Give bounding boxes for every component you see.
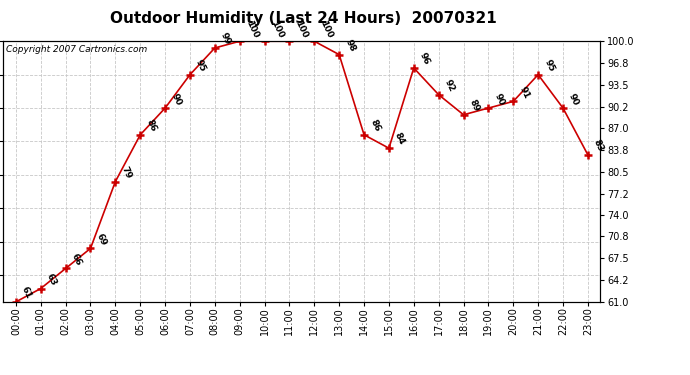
Text: 100: 100	[319, 19, 335, 40]
Text: Copyright 2007 Cartronics.com: Copyright 2007 Cartronics.com	[6, 45, 148, 54]
Text: 99: 99	[219, 31, 233, 46]
Text: 90: 90	[567, 92, 580, 107]
Text: 92: 92	[443, 78, 456, 93]
Text: 96: 96	[418, 51, 431, 67]
Text: 79: 79	[119, 165, 133, 180]
Text: 100: 100	[294, 19, 310, 40]
Text: 86: 86	[144, 118, 158, 134]
Text: 61: 61	[20, 285, 34, 300]
Text: 95: 95	[194, 58, 208, 73]
Text: 91: 91	[518, 85, 531, 100]
Text: 90: 90	[169, 92, 183, 107]
Text: 69: 69	[95, 232, 108, 247]
Text: 90: 90	[493, 92, 506, 107]
Text: Outdoor Humidity (Last 24 Hours)  20070321: Outdoor Humidity (Last 24 Hours) 2007032…	[110, 11, 497, 26]
Text: 86: 86	[368, 118, 382, 134]
Text: 83: 83	[592, 138, 605, 153]
Text: 66: 66	[70, 252, 83, 267]
Text: 100: 100	[244, 19, 260, 40]
Text: 89: 89	[468, 98, 481, 113]
Text: 84: 84	[393, 132, 406, 147]
Text: 98: 98	[344, 38, 357, 53]
Text: 63: 63	[45, 272, 59, 287]
Text: 95: 95	[542, 58, 555, 73]
Text: 100: 100	[268, 19, 285, 40]
